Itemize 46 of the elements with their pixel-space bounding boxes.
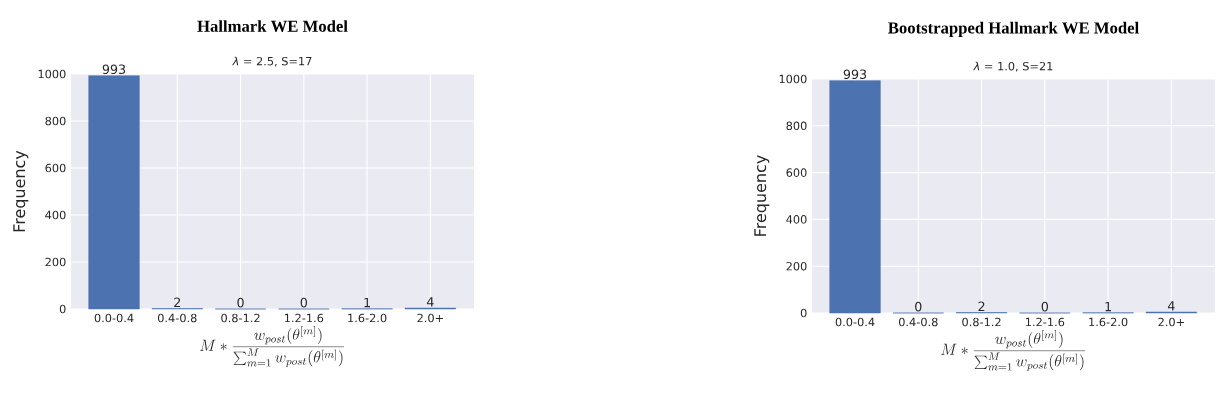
x-tick-label: 0.4-0.8	[898, 317, 938, 327]
y-tick-label: 0	[59, 304, 66, 314]
x-tick-label: 1.6-2.0	[1089, 317, 1128, 327]
data-label: 4	[426, 297, 434, 307]
data-label: 1	[1105, 301, 1111, 312]
x-tick-label: 2.0+	[417, 313, 443, 323]
y-tick-label: 600	[786, 168, 807, 177]
x-tick-label: 0.0-0.4	[835, 317, 875, 327]
y-tick-label: 200	[786, 261, 807, 271]
data-label: 2	[978, 301, 985, 311]
x-tick-label: 0.4-0.8	[157, 313, 197, 323]
x-tick-label: 0.8-1.2	[962, 317, 1001, 327]
y-tick-label: 1000	[779, 74, 807, 84]
y-tick-label: 600	[45, 163, 66, 173]
x-tick-label: 0.8-1.2	[221, 313, 260, 323]
y-tick-label: 0	[800, 308, 807, 318]
x-axis-title: $M*\frac{w_{post}(\theta^{[m]})}{\sum_{m=1}^{M} w_{post}(\theta^{[m]})}$	[941, 330, 1086, 371]
data-label: 0	[237, 297, 244, 308]
y-tick-label: 800	[786, 121, 807, 131]
chart-title: Hallmark WE Model	[197, 20, 348, 32]
data-label: 0	[300, 297, 307, 308]
x-tick-label: 1.6-2.0	[348, 313, 387, 323]
x-tick-label: 1.2-1.6	[1026, 317, 1065, 327]
y-tick-label: 200	[45, 257, 66, 267]
data-label: 1	[364, 297, 370, 308]
data-label: 993	[843, 69, 867, 80]
bar	[88, 75, 140, 310]
chart-subtitle: λ = 1.0, S=21	[973, 61, 1053, 72]
y-tick-label: 1000	[38, 69, 66, 79]
chart-title: Bootstrapped Hallmark WE Model	[888, 21, 1139, 37]
y-axis-title: Frequency	[13, 150, 29, 232]
x-axis-title: $M*\frac{w_{post}(\theta^{[m]})}{\sum_{m=1}^{M} w_{post}(\theta^{[m]})}$	[200, 326, 345, 367]
data-label: 4	[1167, 301, 1175, 311]
x-tick-label: 1.2-1.6	[285, 313, 324, 323]
data-label: 2	[174, 297, 181, 307]
y-tick-label: 800	[45, 116, 66, 126]
x-tick-label: 0.0-0.4	[94, 313, 134, 323]
y-axis-title: Frequency	[754, 155, 770, 236]
data-label: 0	[1041, 301, 1049, 312]
x-tick-label: 2.0+	[1158, 317, 1184, 327]
data-label: 993	[102, 64, 126, 75]
data-label: 0	[915, 301, 922, 312]
y-tick-label: 400	[45, 210, 66, 220]
y-tick-label: 400	[786, 215, 807, 224]
bar	[829, 80, 881, 314]
chart-subtitle: λ = 2.5, S=17	[232, 56, 312, 67]
